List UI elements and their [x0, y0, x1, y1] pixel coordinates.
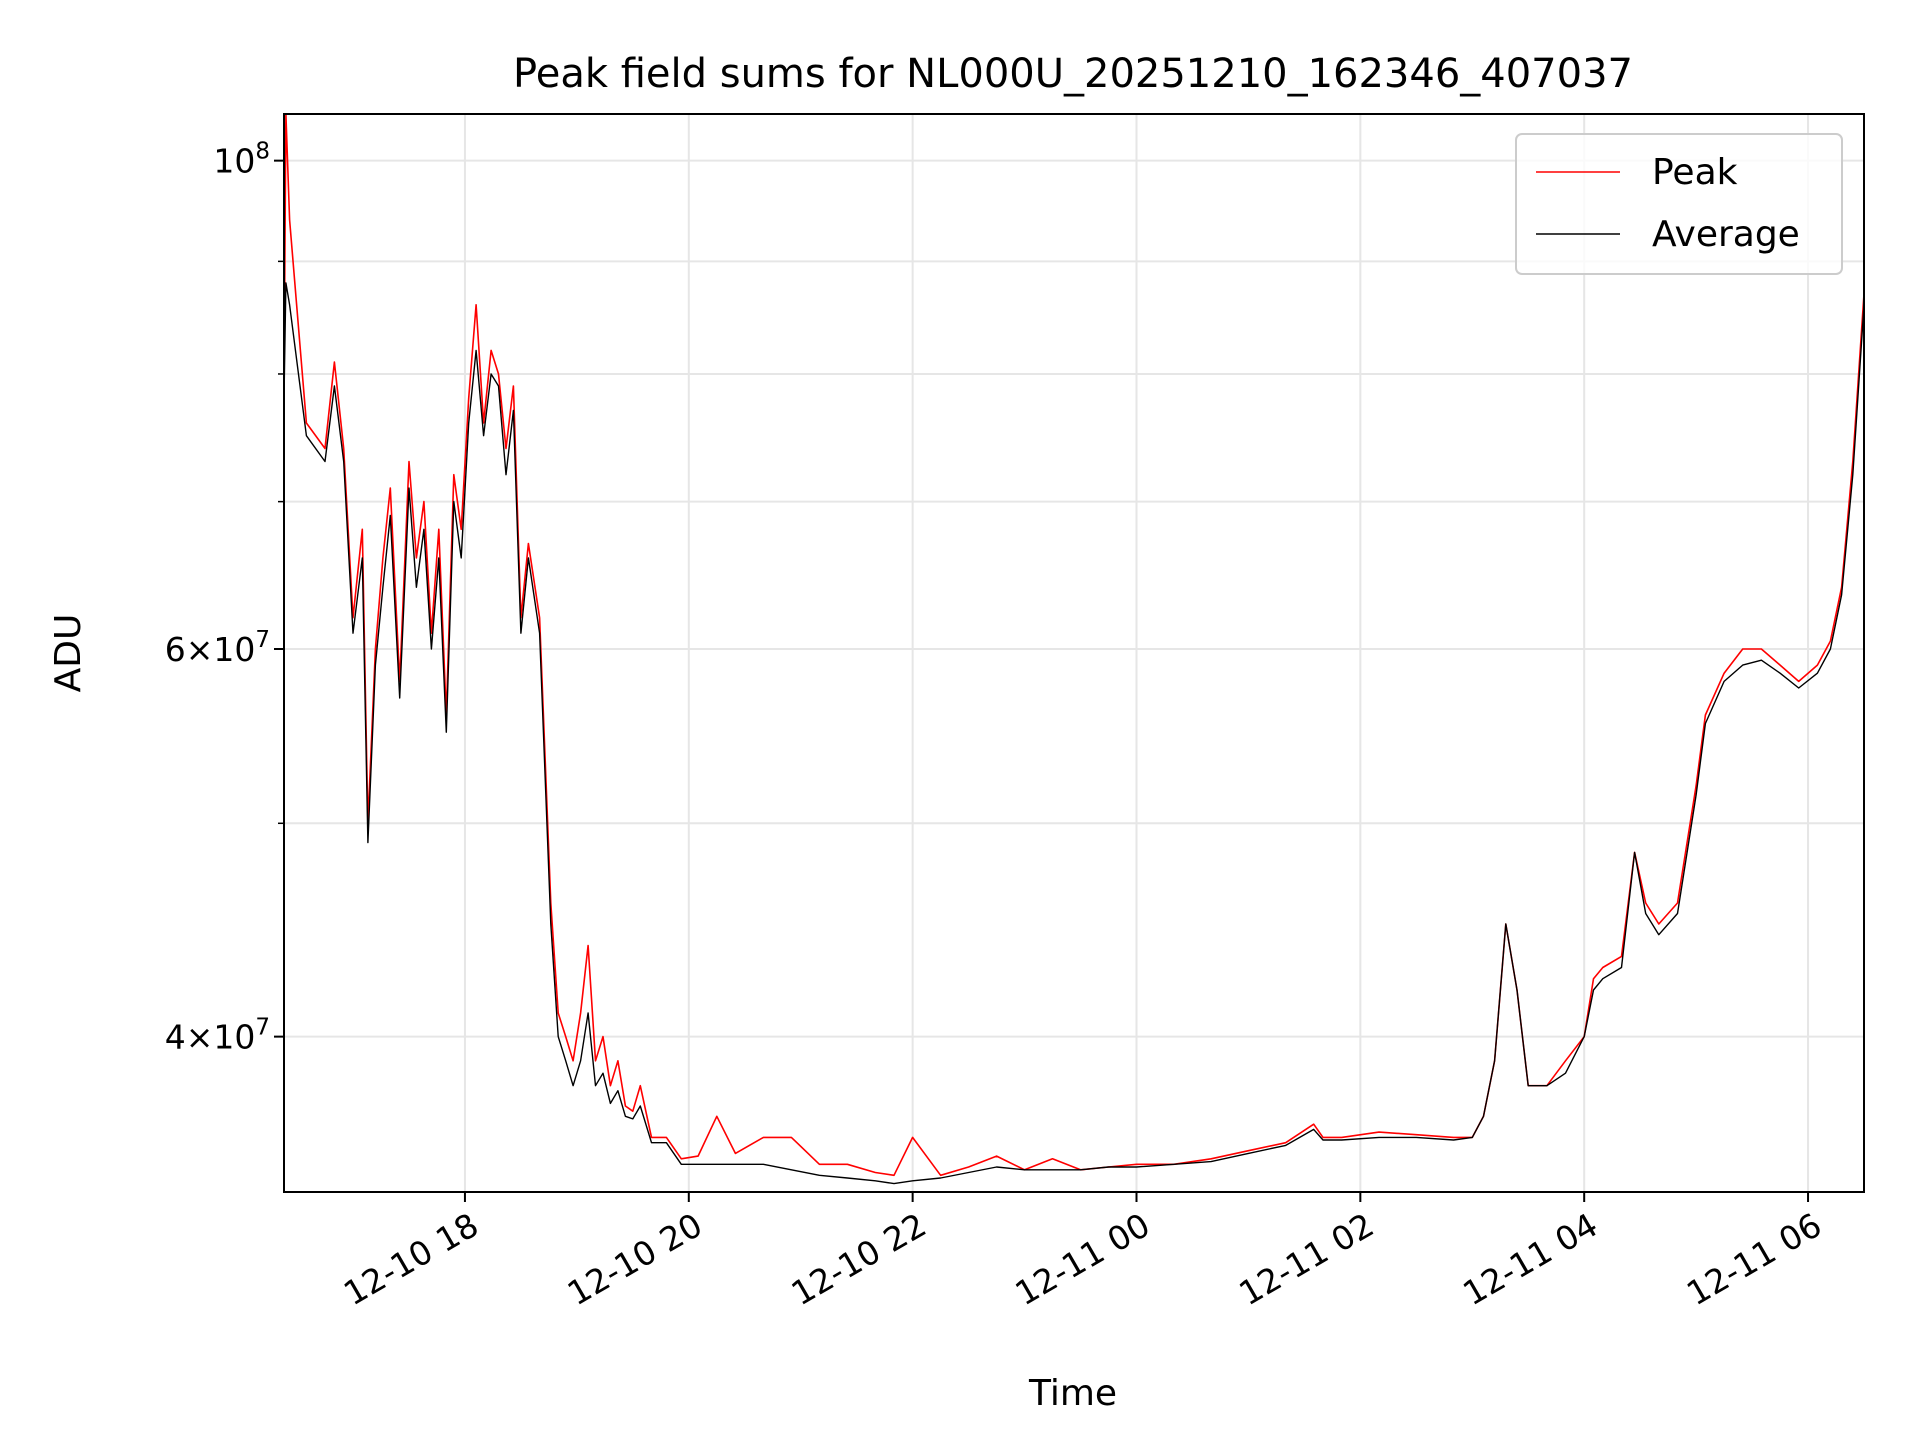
chart-title: Peak field sums for NL000U_20251210_1623… [513, 51, 1633, 97]
legend: Peak Average [1515, 133, 1843, 275]
y-tick-label: 108 [213, 139, 270, 181]
legend-average-label: Average [1652, 214, 1800, 255]
plot-frame [283, 113, 1865, 1193]
series-peak-line [284, 114, 1864, 1177]
legend-box [1515, 133, 1843, 275]
series-layer [284, 114, 1864, 1185]
x-axis-label: Time [1028, 1373, 1117, 1414]
y-tick-label: 6×107 [165, 627, 270, 669]
y-axis-label: ADU [48, 614, 89, 693]
legend-peak-label: Peak [1652, 152, 1738, 193]
y-axis: 4×107 6×107 108 [165, 139, 284, 1057]
y-tick-label: 4×107 [165, 1015, 270, 1057]
grid [284, 114, 1864, 1192]
series-average-line [284, 282, 1864, 1185]
